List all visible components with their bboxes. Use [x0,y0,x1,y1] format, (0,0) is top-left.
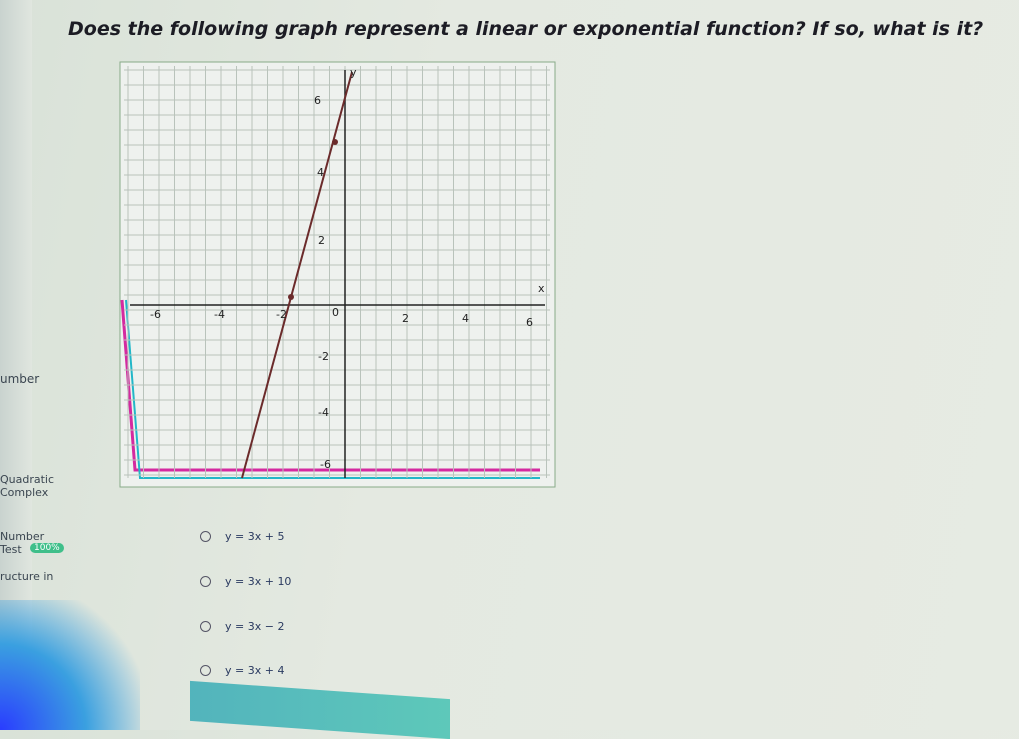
nav-item[interactable]: umber [0,372,40,386]
screen-border [120,299,540,472]
nav-item[interactable]: Test [0,543,22,556]
option[interactable]: y = 3x + 5 [200,530,284,543]
axis-label: x [538,282,545,295]
x-tick-label: 6 [526,316,533,329]
screen-glare [0,600,140,730]
nav-item[interactable]: ructure in [0,570,54,583]
x-tick-label: -2 [276,308,287,321]
option-text: y = 3x + 10 [225,575,292,588]
nav-item[interactable]: Complex [0,486,49,499]
y-tick-label: 4 [317,166,324,179]
y-tick-label: -4 [318,406,329,419]
question: Does the following graph represent a lin… [68,18,984,40]
axis-label: y [350,66,357,79]
option-text: y = 3x + 4 [225,664,285,677]
nav-item[interactable]: Number [0,530,45,543]
x-tick-label: 2 [402,312,409,325]
option[interactable]: y = 3x + 4 [200,664,284,677]
option-text: y = 3x + 5 [225,530,285,543]
option[interactable]: y = 3x + 10 [200,575,291,588]
x-tick-label: 0 [332,306,339,319]
y-tick-label: -2 [318,350,329,363]
x-tick-label: -6 [150,308,161,321]
x-tick-label: 4 [462,312,469,325]
nav-item[interactable]: Quadratic [0,473,55,486]
y-tick-label: -6 [320,458,331,471]
badge: 100% [30,543,64,553]
y-tick-label: 6 [314,94,321,107]
point [288,294,294,300]
x-tick-label: -4 [214,308,225,321]
point [332,139,338,145]
graph-frame [119,61,556,488]
y-tick-label: 2 [318,234,325,247]
option[interactable]: y = 3x − 2 [200,620,284,633]
option-text: y = 3x − 2 [225,620,285,633]
